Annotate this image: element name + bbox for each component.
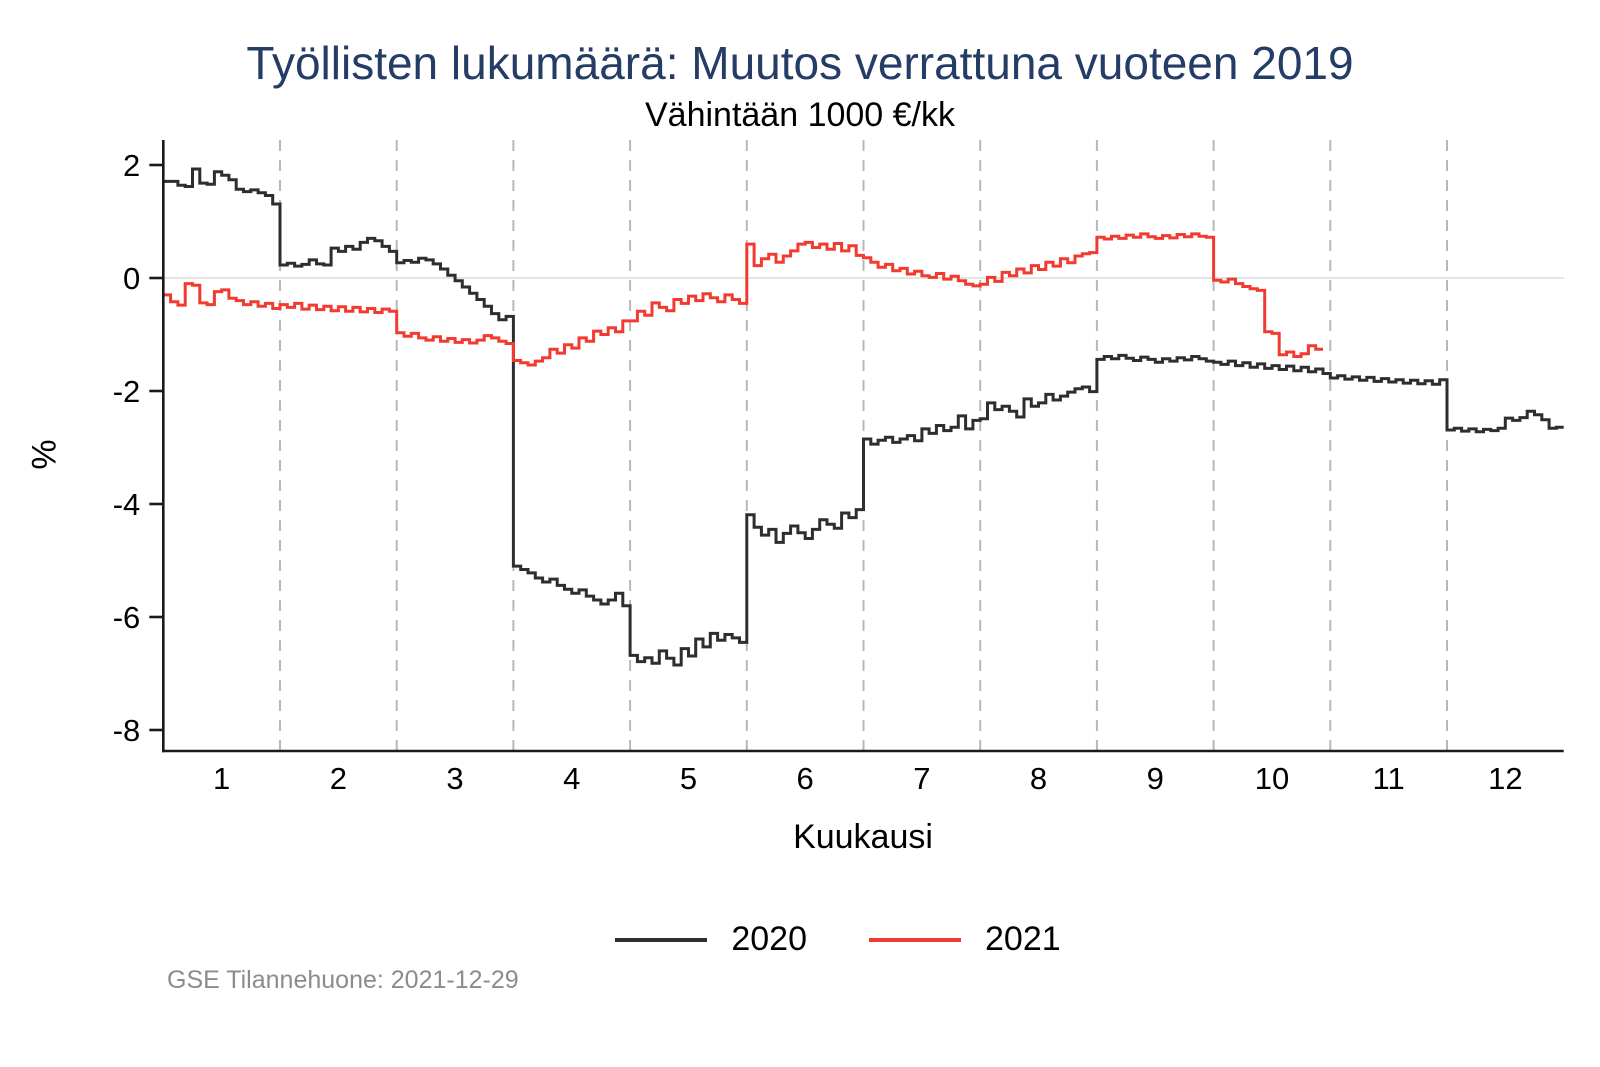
legend-item-2021: 2021 [869,920,1061,959]
y-tick-label: -8 [113,713,141,748]
y-tick-label: -6 [113,600,141,635]
y-axis-title: % [25,439,64,470]
source-note: GSE Tilannehuone: 2021-12-29 [167,966,519,994]
legend: 2020 2021 [38,920,1600,959]
x-tick-label: 3 [446,761,463,796]
x-tick-label: 6 [797,761,814,796]
x-tick-label: 12 [1488,761,1522,796]
y-tick-label: -2 [113,374,141,409]
y-tick-label: -4 [113,487,141,522]
legend-label-2021: 2021 [985,920,1061,958]
y-tick-label: 2 [123,148,140,183]
chart-subtitle: Vähintään 1000 €/kk [644,96,956,134]
y-tick-label: 0 [123,261,140,296]
x-tick-label: 8 [1030,761,1047,796]
legend-line-2020-swatch [615,937,708,942]
legend-item-2020: 2020 [615,920,807,959]
x-tick-label: 4 [563,761,580,796]
x-axis-title: Kuukausi [793,818,933,856]
x-tick-label: 10 [1255,761,1289,796]
legend-label-2020: 2020 [731,920,807,958]
chart-title: Työllisten lukumäärä: Muutos verrattuna … [246,37,1354,89]
legend-line-2021-swatch [869,937,961,942]
series-line-2021 [163,232,1323,367]
x-tick-label: 11 [1373,761,1405,796]
series-line-2020 [163,167,1564,667]
x-tick-label: 7 [913,761,930,796]
x-tick-label: 1 [213,761,230,796]
x-tick-label: 5 [680,761,697,796]
x-tick-label: 9 [1147,761,1164,796]
x-tick-label: 2 [330,761,347,796]
